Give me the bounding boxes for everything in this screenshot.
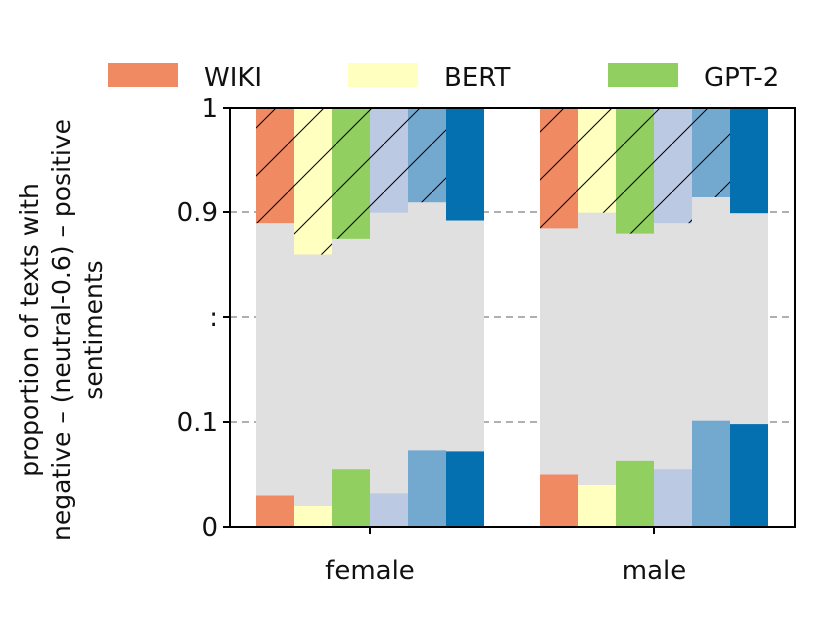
legend: WIKI BERT GPT-2 (108, 63, 779, 93)
y-tick-label: 1 (201, 94, 218, 124)
bar-positive-female-series5 (446, 108, 484, 221)
bar-hatch-female-series3 (370, 108, 408, 213)
bar-negative-male-GPT-2 (616, 460, 654, 527)
bar-negative-female-series5 (446, 451, 484, 527)
bar-hatch-male-WIKI (540, 108, 578, 229)
bar-negative-male-series5 (730, 424, 768, 527)
bar-negative-female-GPT-2 (332, 469, 370, 527)
legend-swatch-gpt-2 (608, 63, 678, 87)
x-tick-label-male: male (622, 556, 686, 586)
bar-hatch-female-WIKI (256, 108, 294, 224)
bar-negative-male-WIKI (540, 474, 578, 527)
x-tick-label-female: female (325, 556, 415, 586)
y-tick-label: 0.9 (177, 198, 218, 228)
y-axis-label-line: sentiments (79, 260, 108, 399)
bar-hatch-female-GPT-2 (332, 108, 370, 239)
legend-swatch-wiki (108, 63, 178, 87)
bar-hatch-male-series4 (692, 108, 730, 197)
legend-label-wiki: WIKI (204, 63, 262, 93)
bar-hatch-male-series3 (654, 108, 692, 224)
y-tick-label: 0.1 (177, 408, 218, 438)
y-axis-label-group: proportion of texts with negative – (neut… (15, 119, 108, 541)
y-axis-label-line: negative – (neutral-0.6) – positive (47, 119, 76, 541)
bar-hatch-female-BERT (294, 108, 332, 255)
legend-label-bert: BERT (444, 63, 510, 93)
bar-hatch-female-series4 (408, 108, 446, 203)
bar-negative-male-BERT (578, 485, 616, 527)
bars (256, 108, 768, 527)
y-axis-label: proportion of texts with negative – (neut… (15, 119, 108, 541)
y-axis-label-line: proportion of texts with (15, 183, 44, 477)
legend-swatch-bert (348, 63, 418, 87)
bar-negative-female-WIKI (256, 495, 294, 527)
bar-positive-male-series5 (730, 108, 768, 214)
bar-negative-female-series4 (408, 450, 446, 527)
y-tick-label: 0 (201, 513, 218, 543)
bar-negative-female-BERT (294, 506, 332, 527)
y-tick-label: : (209, 303, 218, 333)
bar-negative-female-series3 (370, 493, 408, 527)
bar-hatch-male-GPT-2 (616, 108, 654, 234)
axes: 0 0.1: 0.9 1 female male (177, 94, 796, 586)
bar-negative-male-series4 (692, 420, 730, 527)
bar-negative-male-series3 (654, 469, 692, 527)
legend-label-gpt-2: GPT-2 (704, 63, 779, 93)
bar-hatch-male-BERT (578, 108, 616, 213)
